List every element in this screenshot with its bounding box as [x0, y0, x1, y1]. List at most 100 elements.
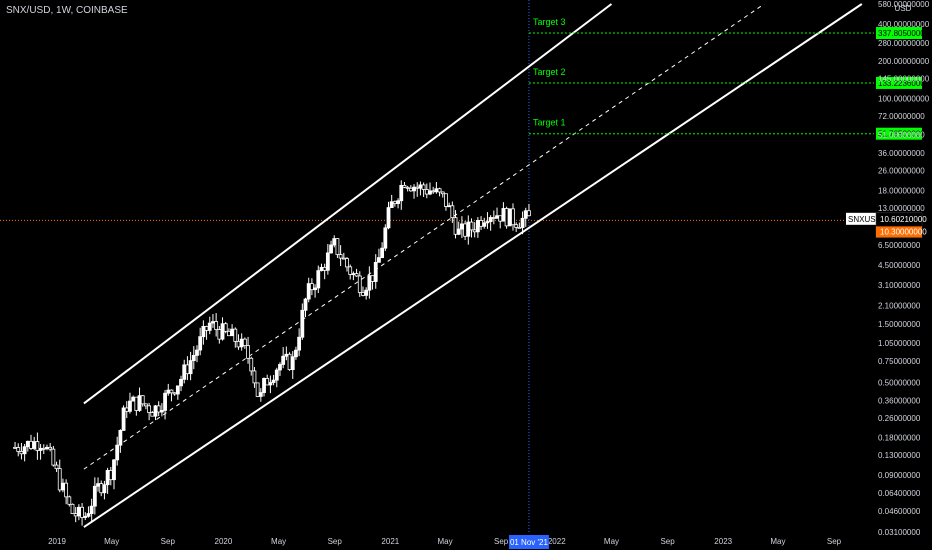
candle-body — [421, 184, 426, 190]
candle-body — [389, 201, 394, 208]
candle-body — [211, 321, 215, 324]
candle-body — [316, 270, 321, 289]
candle-body — [313, 287, 317, 291]
x-tick-label: 2019 — [48, 537, 66, 546]
candle-body — [258, 392, 263, 397]
candle-body — [383, 227, 388, 249]
candle-body — [73, 513, 78, 517]
candle-body — [57, 468, 62, 491]
candle-body — [306, 283, 311, 300]
y-tick-label: 280.00000000 — [878, 39, 930, 48]
candle-body — [447, 205, 452, 208]
candle-body — [281, 355, 286, 365]
candle-body — [405, 186, 410, 189]
candle-body — [456, 228, 461, 235]
candle-body — [99, 483, 104, 494]
candle-body — [380, 247, 385, 258]
y-tick-label: 0.06400000 — [878, 489, 921, 498]
candle-body — [13, 446, 17, 449]
candle-body — [92, 485, 97, 507]
y-tick-label: 2.10000000 — [878, 302, 921, 311]
x-tick-label: Sep — [494, 537, 509, 546]
channel-lower-line — [83, 3, 863, 528]
candle-body — [156, 405, 161, 413]
candle-body — [428, 190, 432, 195]
candle-body — [495, 215, 499, 219]
y-tick-label: 1.50000000 — [878, 320, 921, 329]
chart-gridlines — [0, 0, 874, 532]
target-price-label: 51.76500000 — [878, 130, 925, 139]
candle-body — [523, 210, 528, 219]
candle-body — [418, 184, 423, 189]
candle-body — [144, 403, 148, 407]
x-tick-label: Sep — [161, 537, 176, 546]
x-tick-label: 2023 — [714, 537, 732, 546]
x-tick-label: 2020 — [215, 537, 233, 546]
cursor-date-label: 01 Nov '21 — [510, 538, 549, 547]
candle-body — [319, 266, 324, 272]
candle-body — [131, 396, 136, 402]
y-tick-label: 200.00000000 — [878, 57, 930, 66]
current-price-value: 10.60210000 — [880, 215, 927, 224]
y-tick-label: 6.50000000 — [878, 241, 921, 250]
candle-body — [517, 226, 522, 229]
candle-body — [163, 392, 167, 411]
candle-body — [207, 322, 212, 331]
x-tick-label: Sep — [328, 537, 343, 546]
y-tick-label: 0.18000000 — [878, 434, 921, 443]
candle-body — [294, 349, 298, 358]
candle-body — [22, 446, 27, 455]
candle-body — [153, 405, 158, 417]
candle-body — [440, 191, 445, 195]
candle-body — [185, 364, 190, 375]
candle-body — [108, 470, 113, 481]
candle-body — [48, 446, 53, 450]
candle-body — [431, 190, 436, 193]
candle-body — [303, 298, 308, 311]
candle-body — [61, 482, 65, 491]
candle-body — [233, 328, 238, 342]
candle-body — [479, 220, 483, 227]
candle-body — [182, 364, 187, 380]
candle-body — [386, 207, 391, 229]
candle-body — [227, 330, 231, 337]
candle-body — [444, 193, 448, 207]
target-price-badge — [876, 76, 922, 89]
candle-body — [76, 506, 81, 517]
candle-body — [150, 412, 155, 417]
candle-body — [437, 188, 442, 193]
candle-body — [511, 208, 515, 226]
candle-body — [249, 357, 254, 372]
y-tick-label: 100.00000000 — [878, 94, 930, 103]
candle-body — [214, 321, 219, 330]
y-tick-label: 72.00000000 — [878, 112, 925, 121]
candle-body — [498, 215, 503, 222]
candle-body — [230, 328, 234, 337]
candle-body — [172, 392, 177, 395]
cursor-date-badge — [508, 535, 549, 549]
target-price-label: 133.22360000 — [878, 79, 930, 88]
candle-body — [252, 370, 257, 384]
candle-body — [236, 341, 241, 348]
candle-body — [274, 369, 279, 381]
candle-body — [191, 354, 196, 361]
candle-body — [201, 326, 206, 338]
candle-body — [434, 188, 439, 193]
y-tick-label: 580.00000000 — [878, 0, 930, 9]
target-label: Target 1 — [533, 118, 566, 128]
target-price-badge — [876, 127, 922, 140]
candle-body — [121, 407, 126, 431]
candle-body — [16, 447, 21, 452]
y-tick-label: 1.05000000 — [878, 339, 921, 348]
time-axis: 2019 May Sep 2020 May Sep 2021 May Sep 2022 May Sep… — [48, 535, 842, 549]
candle-body — [105, 470, 110, 486]
target-price-badge — [876, 27, 922, 40]
x-tick-label: May — [770, 537, 785, 546]
candle-body — [140, 395, 145, 405]
candle-body — [357, 275, 362, 293]
candle-body — [255, 382, 260, 397]
y-tick-label: 0.04600000 — [878, 507, 921, 516]
candle-body — [348, 266, 353, 275]
candle-body — [469, 221, 474, 231]
